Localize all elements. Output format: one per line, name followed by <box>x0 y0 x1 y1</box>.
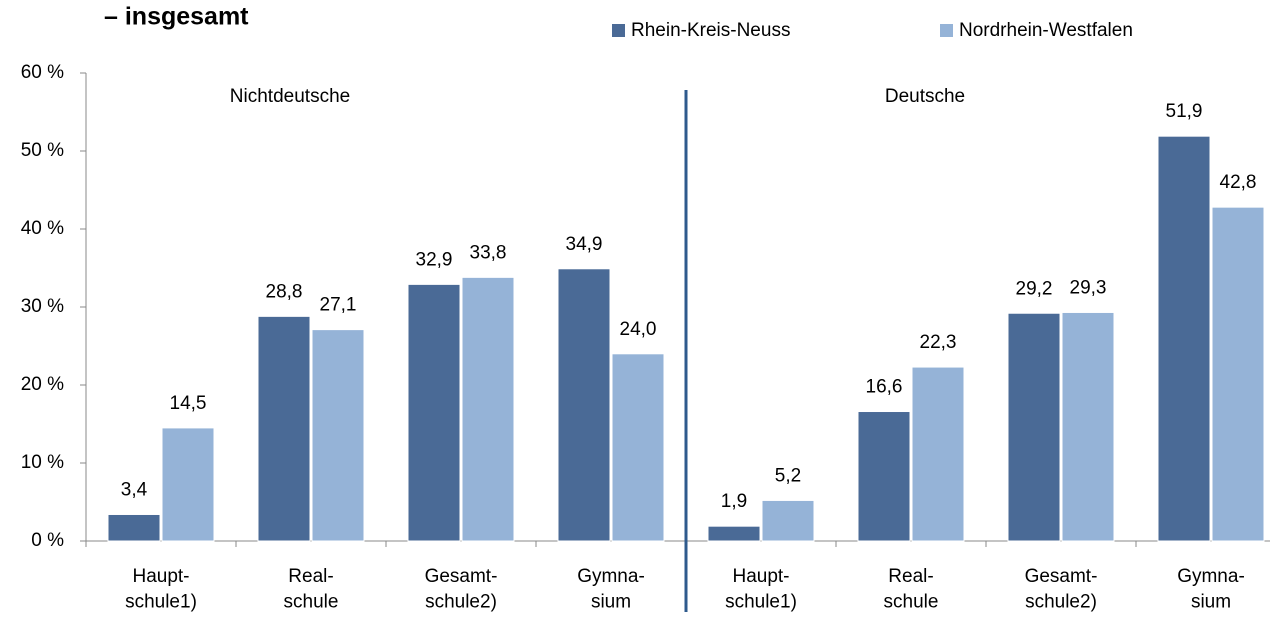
chart-title: – insgesamt <box>104 3 249 31</box>
value-label: 3,4 <box>121 479 148 500</box>
value-label: 1,9 <box>721 491 747 512</box>
x-tick-label: Haupt-schule1) <box>125 566 197 613</box>
legend-label: Nordrhein-Westfalen <box>959 20 1133 41</box>
y-tick-label: 0 % <box>31 530 64 551</box>
bar <box>611 353 665 542</box>
group-label: Deutsche <box>885 86 965 107</box>
bar <box>257 315 311 542</box>
value-label: 24,0 <box>620 319 657 340</box>
value-label: 16,6 <box>866 377 903 398</box>
group-label: Nichtdeutsche <box>230 86 350 107</box>
value-label: 34,9 <box>566 234 603 255</box>
bar <box>911 366 965 542</box>
x-tick-label: Real-schule <box>884 566 939 613</box>
bar <box>557 268 611 542</box>
x-tick-label: Gymna-sium <box>577 566 645 613</box>
bar <box>707 525 761 542</box>
x-tick-label: Real-schule <box>284 566 339 613</box>
value-label: 28,8 <box>266 281 303 302</box>
legend-label: Rhein-Kreis-Neuss <box>631 20 790 41</box>
x-tick-label: Gesamt-schule2) <box>425 566 498 613</box>
bar <box>1007 312 1061 542</box>
bar <box>461 276 515 542</box>
value-label: 51,9 <box>1166 101 1203 122</box>
y-tick-label: 30 % <box>21 296 64 317</box>
bar <box>311 329 365 542</box>
y-tick-label: 60 % <box>21 62 64 83</box>
bar <box>107 513 161 542</box>
bar <box>857 411 911 542</box>
x-tick-label: Haupt-schule1) <box>725 566 797 613</box>
value-label: 29,2 <box>1016 278 1053 299</box>
y-tick-label: 50 % <box>21 140 64 161</box>
bar <box>161 427 215 542</box>
legend-swatch <box>612 24 625 37</box>
bar <box>1211 206 1265 542</box>
value-label: 22,3 <box>920 332 957 353</box>
bar <box>1061 311 1115 542</box>
value-label: 42,8 <box>1220 172 1257 193</box>
bar <box>1157 135 1211 542</box>
bar <box>761 499 815 542</box>
value-label: 32,9 <box>416 249 453 270</box>
y-tick-label: 40 % <box>21 218 64 239</box>
value-label: 14,5 <box>170 393 207 414</box>
bar <box>407 283 461 542</box>
legend-swatch <box>940 24 953 37</box>
value-label: 5,2 <box>775 465 801 486</box>
y-tick-label: 10 % <box>21 452 64 473</box>
value-label: 27,1 <box>320 295 357 316</box>
value-label: 33,8 <box>470 242 507 263</box>
y-tick-label: 20 % <box>21 374 64 395</box>
x-tick-label: Gesamt-schule2) <box>1025 566 1098 613</box>
x-tick-label: Gymna-sium <box>1177 566 1245 613</box>
value-label: 29,3 <box>1070 277 1107 298</box>
